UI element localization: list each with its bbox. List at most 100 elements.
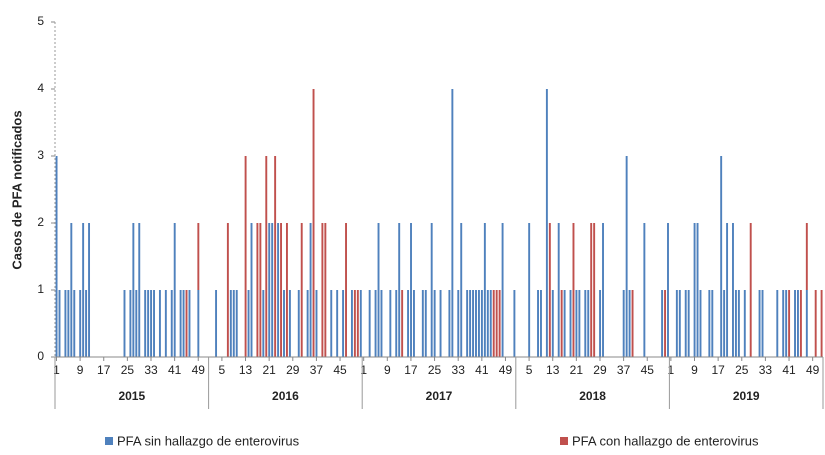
x-tick-label: 25: [428, 363, 442, 377]
bar: [684, 290, 687, 357]
bar: [734, 290, 737, 357]
y-tick-label: 2: [37, 215, 44, 229]
x-tick-label: 25: [121, 363, 135, 377]
x-tick-label: 41: [782, 363, 796, 377]
bar: [147, 290, 150, 357]
bar: [288, 290, 291, 357]
bar: [643, 223, 646, 357]
bar: [540, 290, 542, 357]
bar: [625, 156, 628, 357]
bar: [164, 290, 167, 357]
bar: [699, 290, 702, 357]
bar: [737, 290, 740, 357]
bar: [285, 223, 288, 357]
bar: [306, 290, 309, 357]
bar: [345, 223, 347, 357]
bar: [593, 223, 596, 357]
bar: [696, 223, 699, 357]
bar: [469, 290, 472, 357]
bar: [410, 223, 412, 357]
bar: [475, 290, 477, 357]
legend-label: PFA sin hallazgo de enterovirus: [117, 433, 300, 448]
bar: [132, 223, 135, 357]
bar: [726, 223, 729, 357]
x-tick-label: 9: [691, 363, 698, 377]
bar: [188, 290, 191, 357]
x-tick-label: 49: [806, 363, 820, 377]
bar: [215, 290, 218, 357]
bar: [451, 89, 454, 357]
group-label: 2015: [118, 389, 145, 403]
bar: [321, 223, 324, 357]
bar: [599, 290, 602, 357]
y-tick-label: 0: [37, 349, 44, 363]
bar: [584, 290, 587, 357]
bar: [628, 290, 631, 357]
bar: [247, 290, 250, 357]
bar: [401, 290, 404, 357]
bar: [569, 290, 572, 357]
bar: [413, 290, 415, 357]
bar: [123, 290, 126, 357]
bar: [336, 290, 339, 357]
bar: [708, 290, 711, 357]
bar: [170, 290, 173, 357]
bar: [259, 223, 262, 357]
bar: [79, 290, 82, 357]
bar: [274, 156, 277, 357]
bar: [528, 223, 531, 357]
bar: [368, 290, 371, 357]
bar: [153, 290, 155, 357]
bar: [88, 223, 91, 357]
x-tick-label: 37: [617, 363, 631, 377]
bar: [232, 290, 235, 357]
x-tick-label: 9: [77, 363, 84, 377]
bar: [711, 290, 714, 357]
bar: [356, 290, 359, 357]
x-tick-label: 29: [286, 363, 300, 377]
bar: [73, 290, 76, 357]
bar: [67, 290, 70, 357]
bar: [776, 290, 779, 357]
bar: [545, 89, 548, 357]
x-tick-label: 17: [404, 363, 418, 377]
bar: [315, 290, 318, 357]
bar: [135, 290, 138, 357]
x-tick-label: 5: [526, 363, 533, 377]
bar: [395, 290, 398, 357]
bar: [353, 290, 356, 357]
bar: [587, 290, 590, 357]
x-tick-label: 25: [735, 363, 749, 377]
bar: [250, 223, 253, 357]
bar: [271, 223, 274, 357]
bar: [64, 290, 67, 357]
bar: [557, 223, 560, 357]
bar: [182, 290, 185, 357]
x-tick-label: 13: [546, 363, 560, 377]
bar: [537, 290, 539, 357]
group-label: 2019: [733, 389, 760, 403]
x-tick-label: 49: [499, 363, 513, 377]
bar: [70, 223, 73, 357]
bar: [433, 290, 436, 357]
bar: [262, 290, 265, 357]
bar: [389, 290, 392, 357]
bar: [732, 223, 734, 357]
legend-swatch: [105, 437, 113, 445]
bar: [572, 223, 575, 357]
y-axis-label: Casos de PFA notificados: [9, 110, 24, 269]
bar: [229, 290, 232, 357]
bar: [472, 290, 475, 357]
group-label: 2017: [426, 389, 453, 403]
bar: [492, 290, 495, 357]
y-tick-label: 3: [37, 148, 44, 162]
bar: [342, 290, 345, 357]
bar: [551, 290, 554, 357]
bar: [563, 290, 566, 357]
bar: [797, 290, 799, 357]
bar: [235, 290, 238, 357]
x-tick-label: 49: [192, 363, 206, 377]
bar: [179, 290, 182, 357]
y-tick-label: 4: [37, 81, 44, 95]
y-tick-label: 1: [37, 282, 44, 296]
